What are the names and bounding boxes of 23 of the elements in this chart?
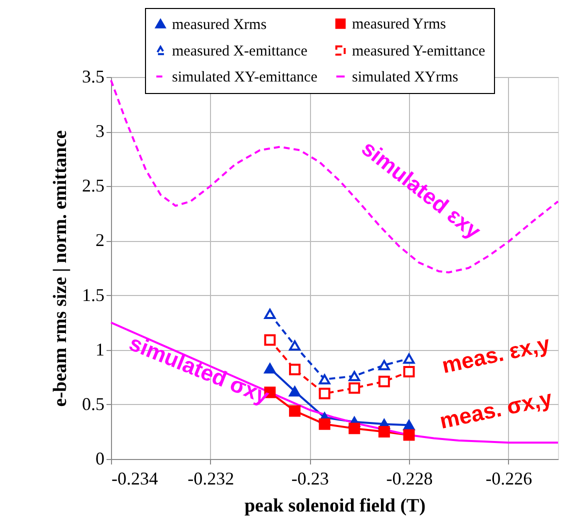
y-tick-label: 0.5: [82, 394, 104, 414]
y-axis-title: e-beam rms size | norm. emittance: [50, 130, 71, 407]
y-tick-label: 1: [96, 339, 104, 360]
y-tick-label: 3.5: [82, 66, 104, 86]
legend-label: measured X-emittance: [172, 44, 308, 60]
legend-label: measured Yrms: [352, 16, 446, 33]
y-tick-label: 3: [96, 121, 104, 142]
y-tick-label: 1.5: [82, 284, 104, 305]
legend-label: measured Xrms: [172, 16, 267, 33]
legend-label: measured Y-emittance: [352, 44, 486, 60]
y-tick-label: 2: [96, 230, 104, 250]
x-tick-label: -0.226: [486, 468, 532, 488]
x-axis-title: peak solenoid field (T): [244, 496, 426, 516]
x-tick-label: -0.234: [112, 468, 158, 488]
x-tick-label: -0.232: [188, 468, 234, 488]
x-tick-label: -0.228: [386, 468, 433, 488]
legend-label: simulated XYrms: [352, 70, 458, 86]
annotation: meas. εx,y: [440, 330, 553, 378]
y-tick-label: 0: [96, 448, 104, 468]
x-tick-label: -0.23: [291, 468, 329, 488]
annotation: meas. σx,y: [437, 385, 556, 434]
legend-label: simulated XY-emittance: [172, 70, 318, 86]
y-tick-label: 2.5: [82, 176, 104, 196]
